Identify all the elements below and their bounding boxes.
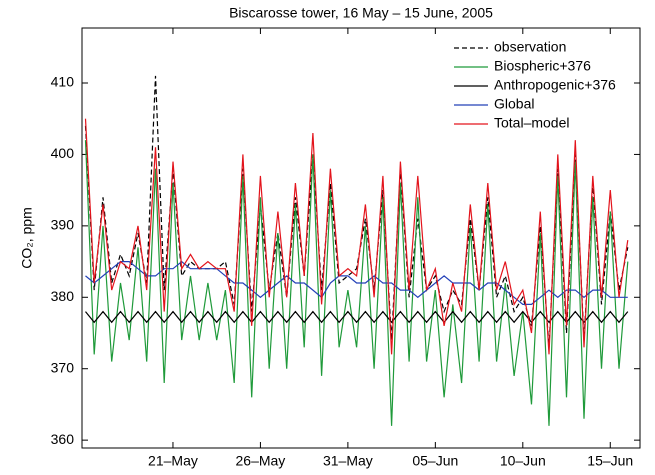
x-tick-label: 15–Jun: [587, 453, 633, 469]
legend-label: observation: [494, 39, 566, 55]
x-tick-label: 05–Jun: [412, 453, 458, 469]
data-line: [84, 118, 629, 355]
x-tick-label: 31–May: [323, 453, 373, 469]
y-tick-label: 380: [51, 288, 75, 304]
plot-frame: [81, 27, 641, 449]
y-axis-label: CO₂, ppm: [19, 207, 35, 268]
legend-label: Anthropogenic+376: [494, 77, 616, 93]
legend-label: Global: [494, 96, 534, 112]
y-tick-label: 360: [51, 431, 75, 447]
data-line: [84, 140, 629, 426]
y-tick-label: 400: [51, 145, 75, 161]
legend-label: Total–model: [494, 115, 570, 131]
data-line: [85, 310, 629, 324]
legend-label: Biospheric+376: [494, 58, 591, 74]
data-line: [84, 75, 629, 348]
x-tick-label: 10–Jun: [500, 453, 546, 469]
x-tick-label: 21–May: [148, 453, 198, 469]
y-tick-label: 370: [51, 359, 75, 375]
y-tick-label: 390: [51, 217, 75, 233]
chart-title: Biscarosse tower, 16 May – 15 June, 2005: [229, 5, 493, 21]
data-line: [85, 260, 628, 305]
x-tick-label: 26–May: [236, 453, 286, 469]
y-tick-label: 410: [51, 74, 75, 90]
